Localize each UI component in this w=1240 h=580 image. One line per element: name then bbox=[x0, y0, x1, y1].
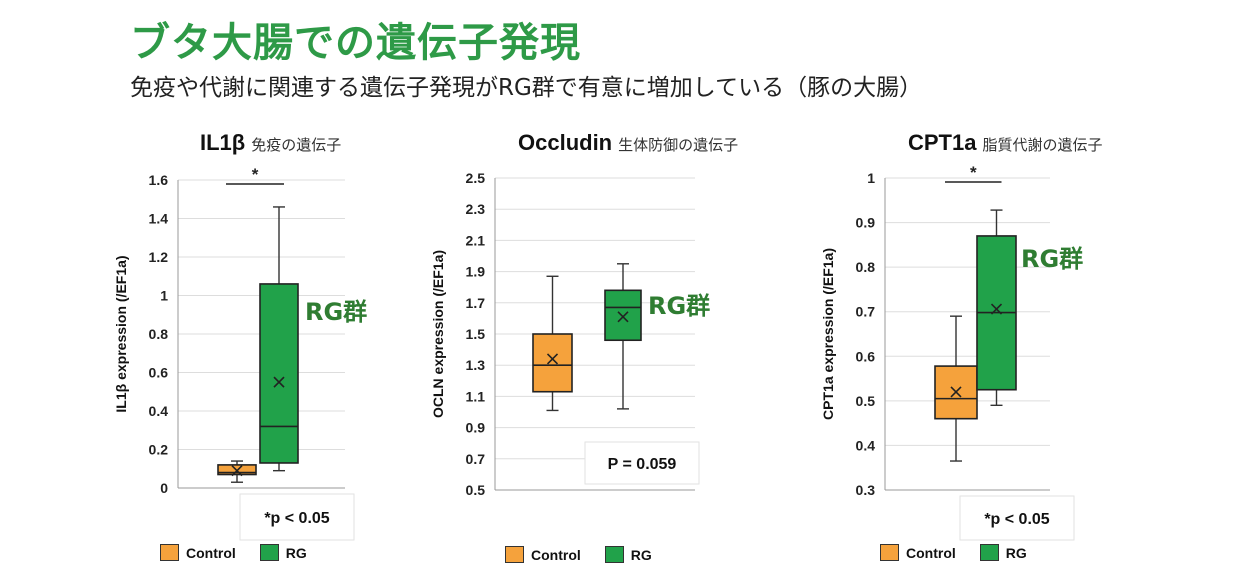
y-tick-label: 0.6 bbox=[149, 365, 169, 381]
chart-legend: Control RG bbox=[505, 546, 668, 563]
legend-swatch-rg bbox=[604, 546, 624, 563]
chart-legend: Control RG bbox=[880, 544, 1043, 561]
stat-note: *p < 0.05 bbox=[984, 511, 1049, 528]
y-tick-label: 1.2 bbox=[149, 249, 169, 265]
box-rg bbox=[259, 206, 299, 472]
legend-swatch-control bbox=[505, 546, 524, 563]
chart-subtitle: 免疫の遺伝子 bbox=[251, 136, 342, 154]
box-body bbox=[532, 333, 573, 393]
y-tick-label: 0.4 bbox=[856, 437, 876, 453]
rg-group-label: RG群 bbox=[305, 298, 367, 326]
legend-swatch-rg bbox=[259, 544, 279, 561]
y-tick-label: 0.7 bbox=[466, 451, 486, 467]
y-tick-label: 0.8 bbox=[856, 259, 876, 275]
chart-heading: CPT1a 脂質代謝の遺伝子 bbox=[908, 130, 1103, 156]
y-tick-label: 1.6 bbox=[149, 172, 169, 188]
significance-star: * bbox=[252, 165, 259, 184]
chart-title: CPT1a bbox=[908, 130, 977, 155]
cpt1a-boxplot: 0.3 0.4 0.5 0.6 0.7 0.8 0.9 1 CPT1a expression (… bbox=[820, 163, 1083, 541]
y-tick-label: 1.7 bbox=[466, 295, 486, 311]
y-tick-label: 1.3 bbox=[466, 357, 486, 373]
y-tick-label: 0.5 bbox=[466, 482, 486, 498]
y-tick-label: 0.8 bbox=[149, 326, 169, 342]
legend-label-control: Control bbox=[186, 544, 236, 561]
chart-subtitle: 脂質代謝の遺伝子 bbox=[982, 136, 1103, 154]
legend-label-rg: RG bbox=[1005, 544, 1027, 561]
y-axis-label: OCLN expression (/EF1a) bbox=[430, 250, 446, 418]
mean-marker bbox=[617, 311, 629, 323]
il1b-boxplot: 0 0.2 0.4 0.6 0.8 1 1.2 1.4 1.6 IL1β expression (… bbox=[113, 165, 367, 541]
stat-note: P = 0.059 bbox=[608, 456, 677, 473]
y-tick-label: 0.3 bbox=[856, 482, 876, 498]
y-tick-label: 2.5 bbox=[466, 170, 486, 186]
page-subtitle: 免疫や代謝に関連する遺伝子発現がRG群で有意に増加している（豚の大腸） bbox=[130, 75, 923, 101]
legend-label-control: Control bbox=[906, 544, 956, 561]
y-axis-label: IL1β expression (/EF1a) bbox=[113, 255, 129, 412]
box-body bbox=[934, 365, 978, 420]
mean-marker bbox=[950, 386, 962, 398]
stat-note-box bbox=[584, 441, 700, 485]
mean-marker bbox=[231, 465, 243, 477]
box-rg bbox=[604, 263, 642, 410]
y-tick-label: 0.5 bbox=[856, 393, 876, 409]
y-tick-label: 1 bbox=[160, 288, 168, 304]
chart-title: IL1β bbox=[200, 130, 246, 155]
chart-panel-cpt1a: CPT1a 脂質代謝の遺伝子 0.3 0.4 0.5 0.6 0.7 0.8 0.9 1 CPT1… bbox=[820, 120, 1160, 580]
y-tick-label: 0.6 bbox=[856, 348, 876, 364]
y-tick-label: 1.5 bbox=[466, 326, 486, 342]
chart-title: Occludin bbox=[518, 130, 613, 155]
legend-swatch-rg bbox=[979, 544, 999, 561]
stat-note-box bbox=[959, 495, 1075, 541]
chart-panel-il1b: IL1β 免疫の遺伝子 0 0.2 0.4 0.6 0.8 1 1.2 1.4 1.6 IL1β e… bbox=[100, 120, 420, 580]
legend-label-rg: RG bbox=[630, 546, 652, 563]
mean-marker bbox=[990, 303, 1003, 315]
y-tick-label: 0.9 bbox=[466, 420, 486, 436]
box-control bbox=[532, 275, 573, 412]
legend-swatch-control bbox=[160, 544, 179, 561]
y-tick-label: 0 bbox=[160, 480, 168, 496]
y-tick-label: 1.1 bbox=[466, 388, 486, 404]
box-control bbox=[217, 460, 257, 483]
page-title: ブタ大腸での遺伝子発現 bbox=[130, 20, 581, 66]
box-body bbox=[604, 289, 642, 342]
chart-panel-occludin: Occludin 生体防御の遺伝子 0.5 0.7 0.9 1.1 1.3 1.5 1.7 1.… bbox=[430, 120, 785, 580]
y-tick-label: 1.4 bbox=[149, 211, 169, 227]
box-body bbox=[259, 283, 299, 464]
legend-label-rg: RG bbox=[285, 544, 307, 561]
y-tick-label: 2.3 bbox=[466, 201, 486, 217]
chart-legend: Control RG bbox=[160, 544, 323, 561]
occludin-boxplot: 0.5 0.7 0.9 1.1 1.3 1.5 1.7 1.9 2.1 2.3 2.5 OCLN ex… bbox=[430, 170, 710, 498]
y-tick-label: 2.1 bbox=[466, 232, 486, 248]
mean-marker bbox=[273, 376, 285, 388]
box-rg bbox=[976, 209, 1017, 407]
box-control bbox=[934, 315, 978, 462]
y-tick-label: 0.9 bbox=[856, 215, 876, 231]
y-axis-label: CPT1a expression (/EF1a) bbox=[820, 248, 836, 420]
chart-subtitle: 生体防御の遺伝子 bbox=[618, 136, 739, 154]
rg-group-label: RG群 bbox=[1021, 245, 1083, 273]
significance-star: * bbox=[970, 163, 977, 182]
stat-note-box bbox=[239, 493, 355, 541]
chart-heading: Occludin 生体防御の遺伝子 bbox=[518, 130, 738, 156]
legend-swatch-control bbox=[880, 544, 899, 561]
rg-group-label: RG群 bbox=[648, 292, 710, 320]
stat-note: *p < 0.05 bbox=[264, 510, 329, 527]
y-tick-label: 1.9 bbox=[466, 264, 486, 280]
y-tick-label: 0.7 bbox=[856, 304, 876, 320]
y-tick-label: 1 bbox=[867, 170, 875, 186]
chart-heading: IL1β 免疫の遺伝子 bbox=[200, 130, 341, 156]
legend-label-control: Control bbox=[531, 546, 581, 563]
mean-marker bbox=[546, 353, 559, 365]
y-tick-label: 0.2 bbox=[149, 442, 169, 458]
y-tick-label: 0.4 bbox=[149, 403, 169, 419]
